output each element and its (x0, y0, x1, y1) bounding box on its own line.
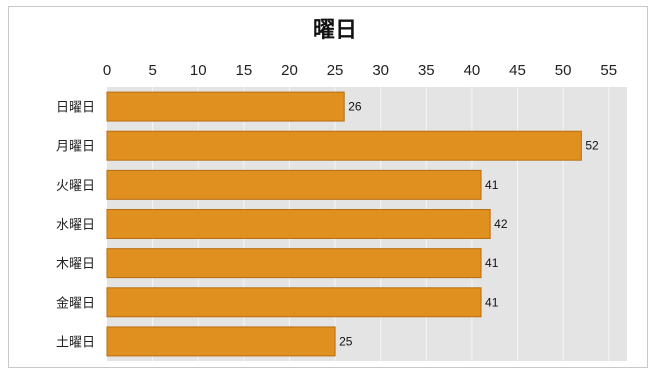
category-label: 火曜日 (56, 179, 95, 194)
x-tick-label: 20 (281, 62, 298, 79)
data-label: 41 (485, 256, 499, 270)
data-label: 41 (485, 295, 499, 309)
x-axis-ticks: 0 5 10 15 20 25 30 35 40 45 50 55 (103, 62, 617, 79)
data-label: 26 (348, 100, 362, 114)
bars (106, 91, 582, 357)
data-label: 41 (485, 178, 499, 192)
x-tick-label: 55 (600, 62, 617, 79)
category-label: 月曜日 (56, 140, 95, 155)
bar (106, 248, 482, 279)
bar (106, 287, 482, 318)
data-label: 52 (585, 139, 599, 153)
bar-chart: 曜日 0 5 10 15 20 25 30 35 40 45 50 55 日曜日月曜日火曜日水曜日木曜… (56, 18, 627, 361)
data-labels: 26 52 41 42 41 41 25 (339, 100, 599, 349)
x-tick-label: 5 (148, 62, 156, 79)
category-label: 水曜日 (56, 218, 95, 233)
x-tick-label: 30 (372, 62, 389, 79)
category-label: 日曜日 (56, 101, 95, 116)
data-label: 25 (339, 334, 353, 348)
x-tick-label: 35 (418, 62, 435, 79)
x-tick-label: 50 (555, 62, 572, 79)
chart-title: 曜日 (313, 18, 357, 43)
x-tick-label: 25 (327, 62, 344, 79)
x-tick-label: 10 (190, 62, 207, 79)
category-label: 金曜日 (56, 295, 95, 311)
bar (106, 130, 582, 161)
x-tick-label: 40 (464, 62, 481, 79)
bar (106, 209, 491, 239)
bar (106, 91, 345, 122)
bar (106, 326, 336, 357)
x-tick-label: 45 (509, 62, 526, 79)
category-label: 木曜日 (56, 257, 95, 272)
data-label: 42 (494, 217, 508, 231)
chart-frame: 曜日 0 5 10 15 20 25 30 35 40 45 50 55 日曜日月曜日火曜日水曜日木曜… (8, 6, 648, 368)
x-tick-label: 0 (103, 62, 111, 79)
bar (106, 169, 482, 200)
category-label: 土曜日 (56, 335, 95, 350)
x-tick-label: 15 (235, 62, 252, 79)
